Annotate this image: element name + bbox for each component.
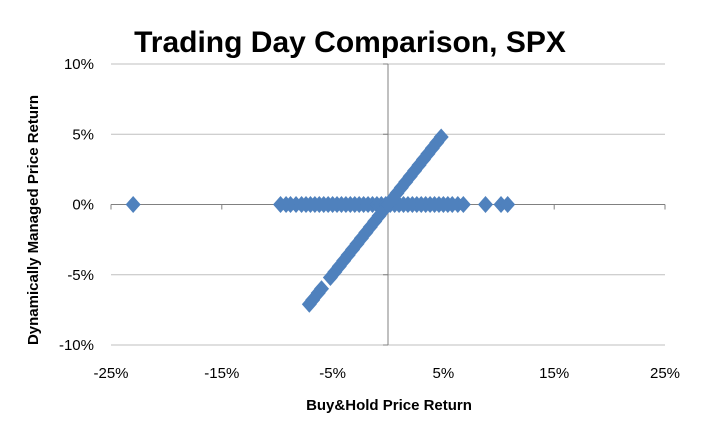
x-tick-label: 15% — [539, 365, 569, 382]
data-point — [455, 196, 471, 213]
x-axis-title: Buy&Hold Price Return — [306, 397, 472, 414]
x-tick-label: -5% — [319, 365, 346, 382]
y-tick-label: -5% — [67, 267, 94, 284]
data-points — [125, 128, 516, 313]
y-tick-label: 10% — [64, 56, 94, 73]
y-axis-title: Dynamically Managed Price Return — [25, 95, 42, 345]
y-tick-label: -10% — [59, 337, 94, 354]
x-tick-label: 25% — [650, 365, 680, 382]
x-tick-label: -25% — [93, 365, 128, 382]
chart-title: Trading Day Comparison, SPX — [134, 26, 566, 59]
tick-labels: -10% -5% 0% 5% 10% -25% -15% -5% 5% 15% 25% — [59, 56, 680, 382]
data-point — [500, 196, 516, 213]
data-point — [433, 128, 449, 146]
x-tick-label: 5% — [433, 365, 455, 382]
x-tick-label: -15% — [204, 365, 239, 382]
data-point — [125, 196, 141, 213]
data-point — [478, 196, 494, 213]
y-tick-label: 0% — [72, 197, 94, 214]
y-tick-label: 5% — [72, 126, 94, 143]
data-point — [314, 280, 330, 298]
